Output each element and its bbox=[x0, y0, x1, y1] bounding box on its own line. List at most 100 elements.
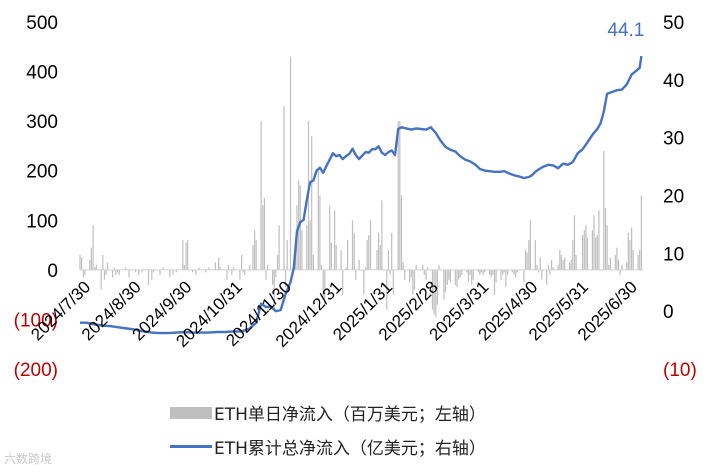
bar bbox=[507, 269, 509, 275]
bar bbox=[103, 269, 106, 280]
bar bbox=[90, 247, 92, 270]
bar bbox=[454, 269, 456, 285]
bar bbox=[484, 269, 486, 273]
bar bbox=[427, 267, 429, 270]
bar bbox=[317, 170, 319, 270]
bar bbox=[239, 269, 241, 280]
bar bbox=[413, 269, 416, 290]
left-axis-tick-label: 200 bbox=[26, 162, 58, 183]
legend-item-line: ETH累计总净流入（亿美元；右轴） bbox=[170, 434, 590, 459]
bar bbox=[511, 269, 513, 273]
bar bbox=[538, 269, 540, 273]
bar bbox=[631, 227, 633, 270]
bar bbox=[472, 269, 474, 280]
bar bbox=[262, 205, 264, 270]
bar bbox=[603, 150, 605, 270]
bar bbox=[112, 269, 114, 278]
bar bbox=[412, 269, 414, 295]
bar bbox=[528, 240, 530, 270]
bar bbox=[286, 240, 288, 270]
bar bbox=[435, 269, 437, 317]
bar bbox=[569, 262, 571, 270]
bar bbox=[107, 262, 109, 270]
legend-line-swatch bbox=[170, 445, 212, 448]
bar bbox=[255, 240, 257, 270]
right-axis-tick-label: 40 bbox=[663, 71, 684, 92]
bar bbox=[353, 232, 355, 270]
bar bbox=[263, 198, 265, 270]
bar bbox=[355, 269, 357, 280]
bar bbox=[564, 257, 566, 270]
left-axis-tick-label: (100) bbox=[14, 310, 58, 331]
bar bbox=[402, 262, 404, 270]
bar bbox=[480, 269, 482, 273]
bar bbox=[351, 220, 354, 270]
legend-item-bar: ETH单日净流入（百万美元；左轴） bbox=[170, 400, 590, 425]
bar bbox=[260, 121, 262, 270]
bar bbox=[399, 121, 401, 270]
bar bbox=[152, 269, 154, 273]
bar bbox=[438, 264, 440, 270]
bar bbox=[151, 269, 153, 280]
bar bbox=[444, 269, 447, 293]
left-axis-tick-label: (200) bbox=[14, 360, 58, 381]
bar bbox=[195, 269, 197, 275]
bar bbox=[306, 225, 308, 270]
bar bbox=[541, 269, 543, 280]
bar bbox=[469, 269, 471, 275]
bar bbox=[147, 269, 150, 285]
bar bbox=[227, 264, 230, 270]
bar bbox=[192, 269, 194, 273]
bar bbox=[505, 269, 507, 288]
bar bbox=[159, 269, 161, 275]
bar bbox=[358, 259, 360, 270]
bar bbox=[169, 269, 171, 278]
bar bbox=[448, 269, 450, 280]
bar bbox=[503, 269, 505, 273]
bar bbox=[598, 210, 600, 270]
bar bbox=[575, 255, 577, 270]
bar bbox=[495, 269, 497, 283]
bar bbox=[557, 264, 559, 270]
bar bbox=[242, 269, 244, 273]
left-axis-tick-label: 100 bbox=[26, 211, 58, 232]
bar bbox=[84, 269, 86, 275]
bar bbox=[492, 269, 494, 275]
bar bbox=[552, 267, 554, 270]
line-series bbox=[80, 55, 643, 335]
bar bbox=[500, 269, 502, 280]
bar bbox=[397, 121, 399, 270]
bar bbox=[319, 195, 321, 270]
bar bbox=[609, 257, 611, 270]
bar bbox=[477, 269, 479, 273]
bar bbox=[368, 235, 370, 270]
bar bbox=[81, 257, 83, 270]
bar bbox=[376, 250, 378, 270]
bar bbox=[386, 269, 388, 310]
bar bbox=[551, 259, 553, 270]
cumulative-line bbox=[80, 55, 643, 335]
bar bbox=[449, 269, 451, 283]
bar bbox=[404, 269, 406, 280]
bar bbox=[347, 240, 349, 270]
bar bbox=[232, 267, 234, 270]
bar bbox=[226, 269, 228, 280]
right-axis-tick-label: 30 bbox=[663, 129, 684, 150]
left-axis-labels: 500 400 300 200 100 0 (100) (200) bbox=[14, 13, 58, 381]
bar bbox=[572, 240, 574, 270]
bar bbox=[311, 136, 313, 270]
bar bbox=[208, 267, 210, 270]
bar bbox=[534, 240, 536, 270]
bar bbox=[115, 269, 117, 275]
bar bbox=[244, 269, 246, 275]
bar bbox=[378, 232, 380, 270]
bar bbox=[102, 255, 104, 270]
right-axis-labels: 50 40 30 20 10 0 (10) bbox=[663, 13, 697, 381]
legend-line-label: ETH累计总净流入（亿美元；右轴） bbox=[214, 439, 486, 459]
bar bbox=[523, 269, 525, 283]
right-axis-tick-label: 0 bbox=[663, 302, 674, 323]
bar bbox=[482, 269, 484, 275]
bar bbox=[526, 252, 528, 270]
bar bbox=[582, 235, 584, 270]
bar bbox=[573, 215, 576, 270]
